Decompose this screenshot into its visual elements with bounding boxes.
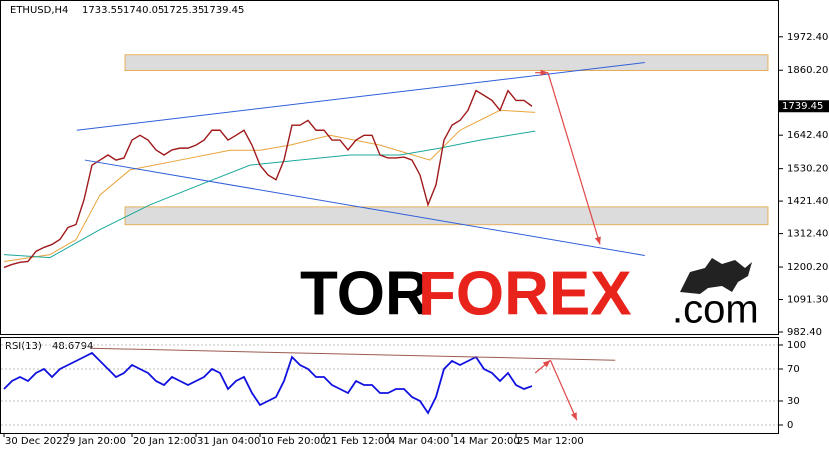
arrow-head [540,69,548,76]
x-tick-label: 9 Jan 20:00 [69,436,126,447]
y-tick-label: 30 [787,396,800,407]
arrow-head [594,236,601,245]
x-tick-label: 30 Dec 2022 [5,436,69,447]
zone [124,54,769,71]
rsi-title: RSI(13) [5,341,42,352]
moving-average [3,109,536,262]
y-tick-label: 70 [787,364,800,375]
y-tick-label: 0 [787,420,793,431]
header-low: 1725.35 [163,5,204,16]
main-panel [0,0,779,335]
y-tick-label: 100 [787,340,806,351]
rsi-panel [0,337,779,434]
watermark-tor: TOR [300,259,430,328]
trendline [84,159,645,256]
header-symbol: ETHUSD,H4 [10,5,68,16]
watermark: TOR FOREX .com [300,258,759,332]
y-tick-label: 1421.40 [787,196,828,207]
y-tick-label: 1312.40 [787,229,828,240]
watermark-forex: FOREX [418,259,632,328]
y-tick-label: 1860.20 [787,65,828,76]
x-tick-label: 31 Jan 04:00 [197,436,260,447]
x-tick-label: 10 Feb 20:00 [261,436,327,447]
y-tick-label: 1642.40 [787,130,828,141]
rsi-value: 48.6794 [52,341,93,352]
watermark-com: .com [672,288,759,332]
x-tick-label: 25 Mar 12:00 [517,436,584,447]
trendline [76,62,645,131]
forecast-arrow [549,359,578,421]
rsi-line [3,351,533,415]
zone [124,206,769,226]
header-open: 1733.55 [82,5,123,16]
bull-icon [680,258,752,294]
trendline [89,347,616,361]
y-tick-label: 1530.20 [787,164,828,175]
header-high: 1740.05 [123,5,164,16]
price-tag [779,100,829,113]
price-tag-label: 1739.45 [782,101,823,112]
header-close: 1739.45 [203,5,244,16]
y-tick-label: 982.40 [787,327,822,338]
arrow-head [542,360,551,368]
forecast-arrow [547,72,601,245]
arrow-head [570,412,577,421]
x-tick-label: 14 Mar 20:00 [453,436,520,447]
price-line [3,89,533,269]
y-tick-label: 1091.30 [787,295,828,306]
y-tick-label: 1200.20 [787,262,828,273]
x-tick-label: 21 Feb 12:00 [325,436,391,447]
y-tick-label: 1972.40 [787,32,828,43]
x-tick-label: 4 Mar 04:00 [389,436,449,447]
x-tick-label: 20 Jan 12:00 [133,436,196,447]
moving-average [3,130,536,259]
